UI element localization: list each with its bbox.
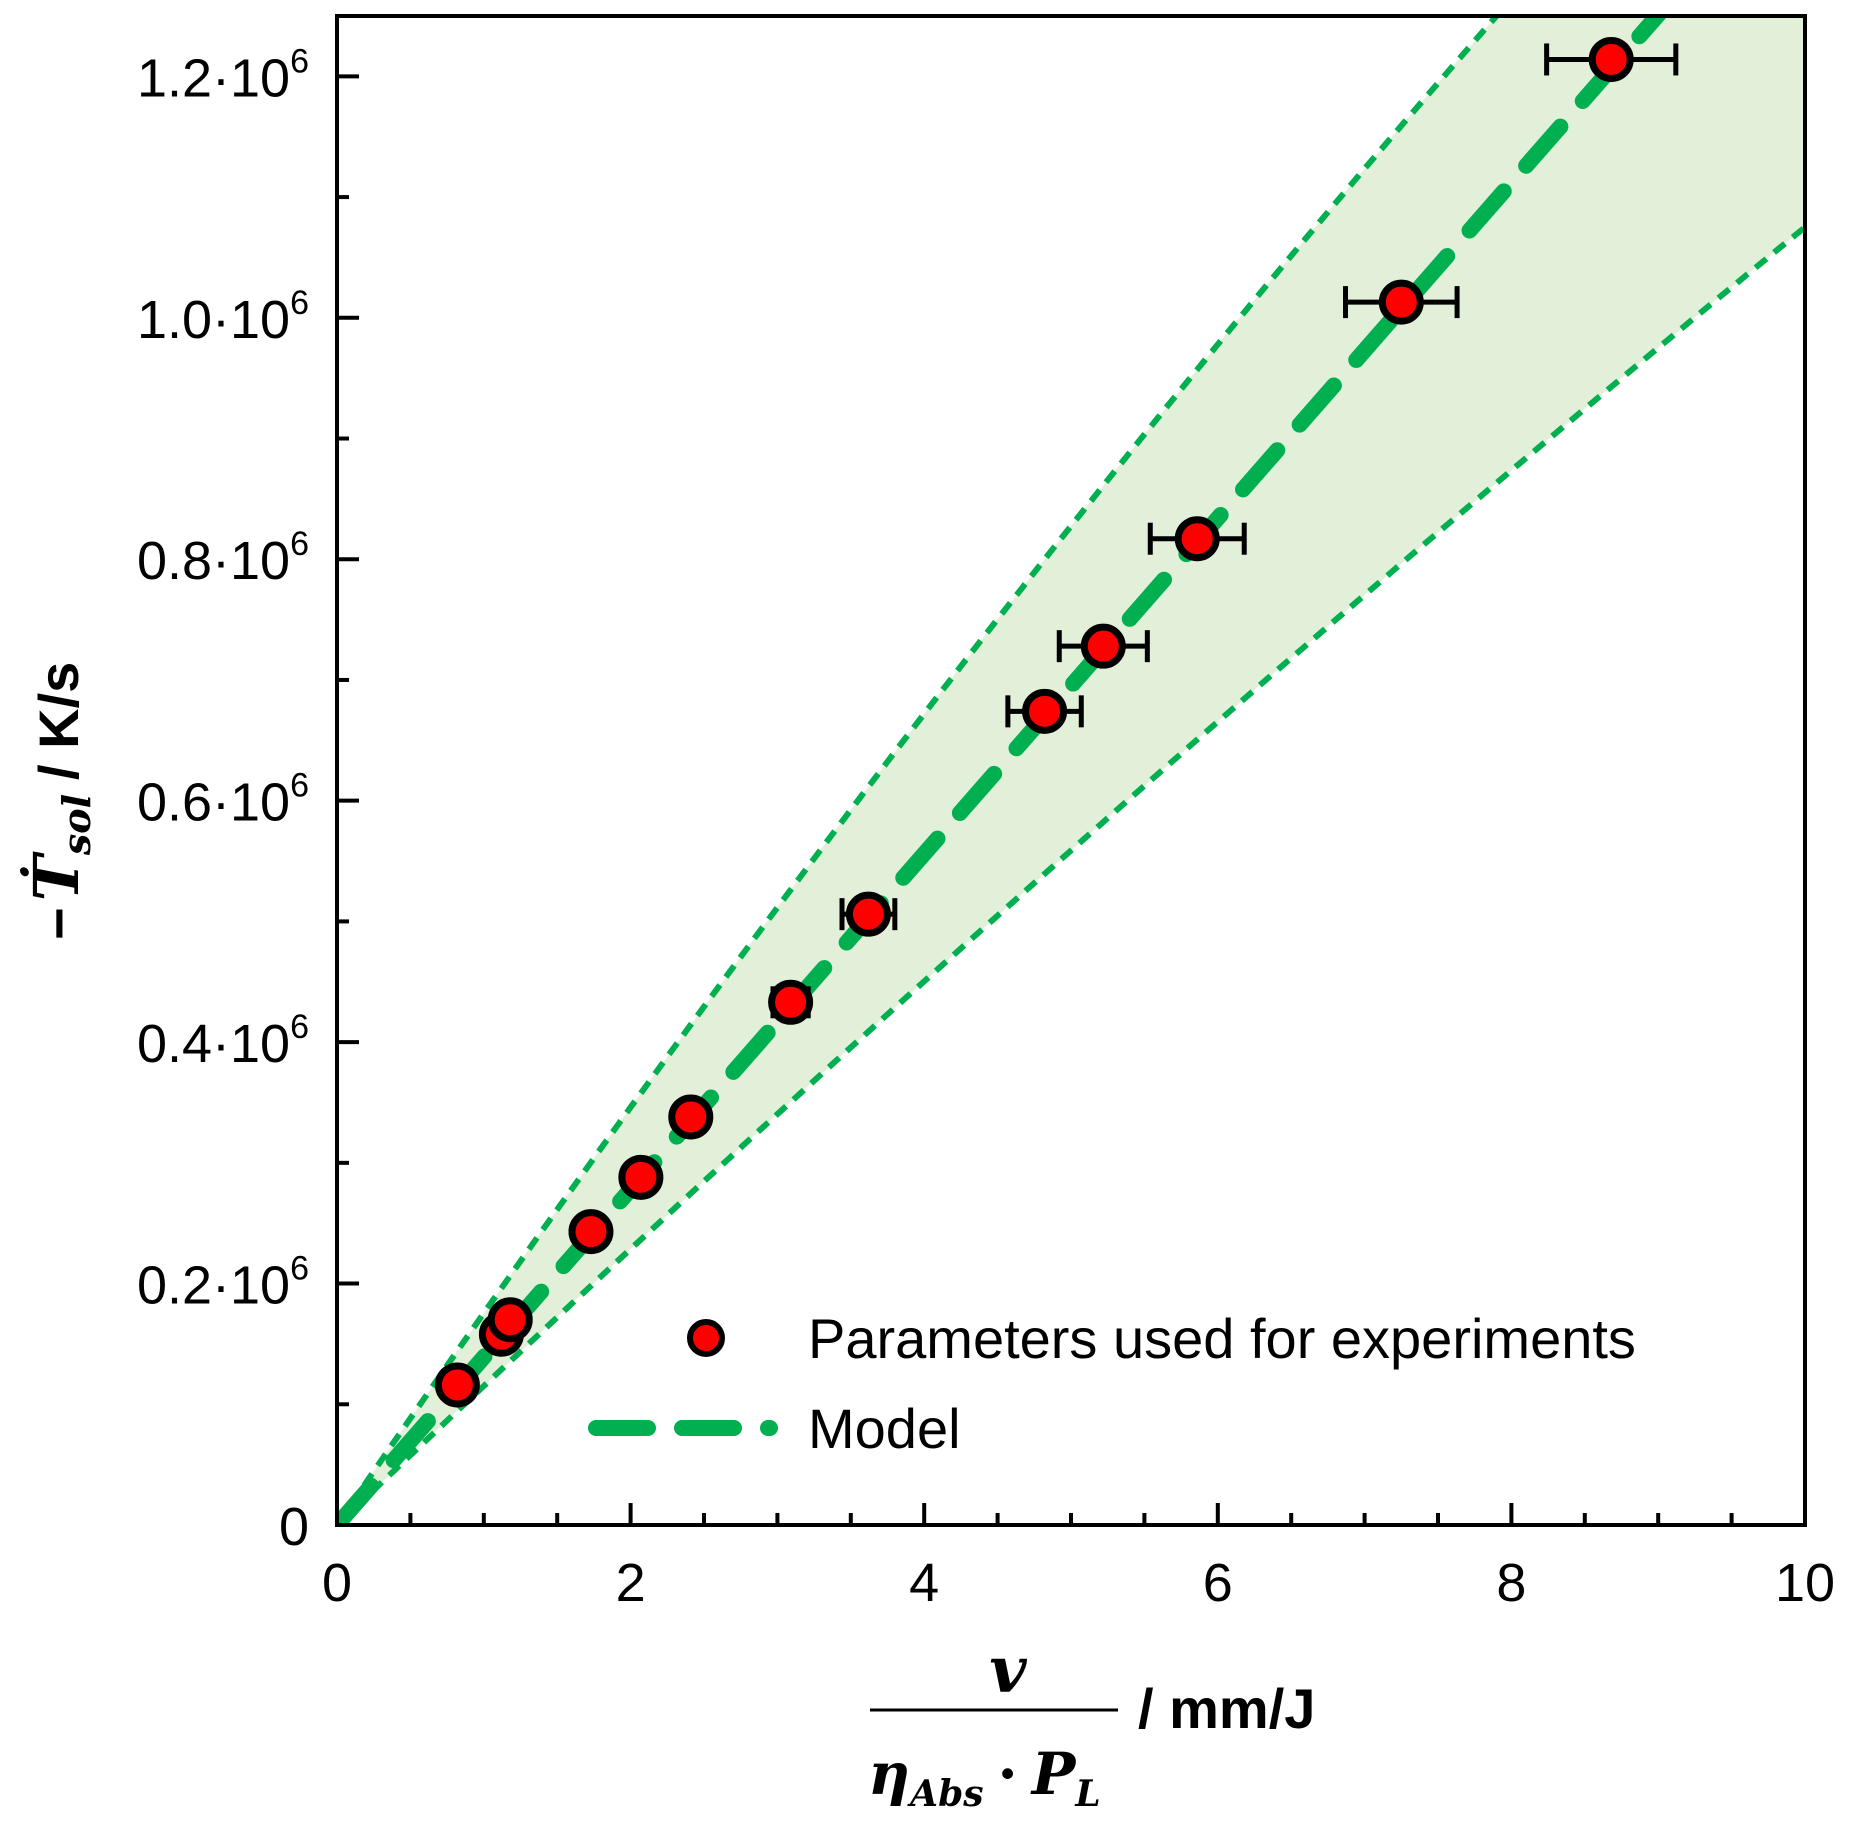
y-tick-label: 1.2·106 bbox=[137, 42, 309, 108]
data-point-marker bbox=[618, 1154, 664, 1200]
y-tick-label: 0.8·106 bbox=[137, 525, 309, 591]
y-label-minus: − bbox=[27, 907, 90, 940]
y-label-unit: / K/s bbox=[27, 662, 90, 780]
confidence-band bbox=[337, 16, 1805, 1525]
data-point bbox=[1056, 623, 1150, 669]
data-point-marker bbox=[434, 1362, 480, 1408]
x-label-denominator: ηAbs · PL bbox=[868, 1740, 1101, 1815]
y-label-sub: sol bbox=[54, 794, 99, 856]
data-point bbox=[1343, 279, 1460, 325]
data-point bbox=[768, 979, 814, 1025]
data-point-marker bbox=[1588, 36, 1634, 82]
x-axis-ticks: 0 2 4 6 8 10 bbox=[322, 1503, 1835, 1613]
data-point bbox=[1005, 688, 1084, 734]
data-point-marker bbox=[668, 1094, 714, 1140]
x-label-eta: η bbox=[868, 1740, 910, 1808]
x-tick-label: 2 bbox=[616, 1553, 646, 1613]
data-point-marker bbox=[1174, 516, 1220, 562]
data-points bbox=[434, 36, 1679, 1408]
data-point bbox=[1147, 516, 1247, 562]
x-label-power-sub: L bbox=[1074, 1773, 1100, 1815]
x-tick-label: 0 bbox=[322, 1553, 352, 1613]
data-point-marker bbox=[768, 979, 814, 1025]
y-axis-ticks: 0 0.2·106 0.4·106 0.6·106 0.8·106 1.0·106 1.2·… bbox=[137, 42, 359, 1557]
plot-area bbox=[337, 16, 1805, 1525]
legend-label-experiments: Parameters used for experiments bbox=[808, 1307, 1636, 1370]
y-axis-label: − Ṫsol / K/s bbox=[20, 662, 99, 940]
x-label-numerator: v bbox=[989, 1633, 1027, 1708]
x-tick-label: 4 bbox=[909, 1553, 939, 1613]
data-point bbox=[487, 1297, 533, 1343]
legend: Parameters used for experiments Model bbox=[588, 1307, 1636, 1460]
x-tick-label: 6 bbox=[1203, 1553, 1233, 1613]
y-tick-label: 0.6·106 bbox=[137, 767, 309, 833]
data-point bbox=[668, 1094, 714, 1140]
x-label-power: P bbox=[1030, 1740, 1077, 1808]
data-point bbox=[1544, 36, 1679, 82]
x-label-eta-sub: Abs bbox=[907, 1773, 983, 1815]
y-tick-label: 0 bbox=[279, 1497, 309, 1557]
y-tick-label: 0.4·106 bbox=[137, 1008, 309, 1074]
x-label-dot: · bbox=[998, 1740, 1018, 1808]
y-tick-label: 1.0·106 bbox=[137, 284, 309, 350]
data-point-marker bbox=[1378, 279, 1424, 325]
legend-marker-icon bbox=[687, 1319, 725, 1357]
legend-label-model: Model bbox=[808, 1397, 961, 1460]
x-tick-label: 8 bbox=[1496, 1553, 1526, 1613]
data-point-marker bbox=[845, 891, 891, 937]
x-axis-label: v ηAbs · PL / mm/J bbox=[868, 1633, 1315, 1815]
y-label-symbol: Ṫ bbox=[20, 851, 93, 901]
data-point bbox=[839, 891, 898, 937]
x-label-unit: / mm/J bbox=[1138, 1677, 1315, 1740]
data-point-marker bbox=[1080, 623, 1126, 669]
y-tick-label: 0.2·106 bbox=[137, 1250, 309, 1316]
band-lower-boundary bbox=[337, 224, 1805, 1525]
data-point-marker bbox=[568, 1209, 614, 1255]
data-point bbox=[434, 1362, 480, 1408]
data-point-marker bbox=[487, 1297, 533, 1343]
x-tick-label: 10 bbox=[1775, 1553, 1835, 1613]
data-point bbox=[568, 1209, 614, 1255]
data-point-marker bbox=[1022, 688, 1068, 734]
y-label-text: − Ṫsol / K/s bbox=[20, 662, 99, 940]
data-point bbox=[618, 1154, 664, 1200]
